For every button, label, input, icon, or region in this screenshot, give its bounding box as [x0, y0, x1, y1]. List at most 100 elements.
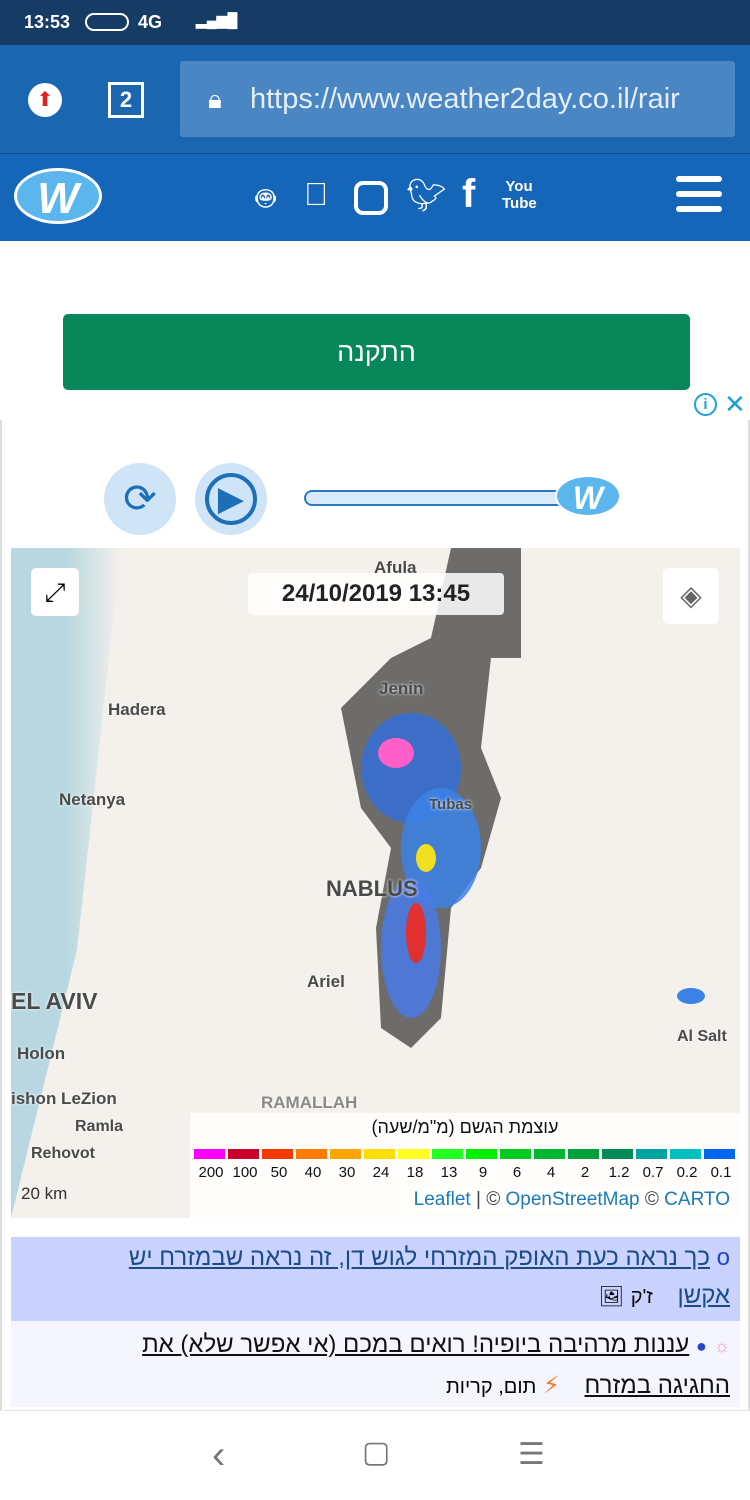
tabs-button[interactable]: 2: [108, 82, 144, 118]
legend-title: עוצמת הגשם (מ"מ/שעה): [371, 1117, 559, 1137]
leaflet-link[interactable]: Leaflet: [413, 1189, 471, 1210]
home-button[interactable]: ▢: [362, 1436, 391, 1469]
map-label: Tubas: [429, 796, 473, 813]
android-icon[interactable]: 🤖︎: [256, 180, 276, 216]
youtube-icon[interactable]: You Tube: [502, 178, 537, 212]
legend-swatch: [670, 1149, 701, 1159]
legend-swatch: [636, 1149, 667, 1159]
browser-toolbar: ⬆ 2 🔒︎ https://www.weather2day.co.il/rai…: [0, 45, 750, 153]
legend-level: 0.2: [676, 1164, 698, 1181]
url-bar[interactable]: 🔒︎ https://www.weather2day.co.il/rair: [180, 61, 735, 137]
clock: 13:53: [24, 12, 71, 32]
back-button[interactable]: ‹: [212, 1433, 226, 1477]
play-button[interactable]: ▶: [195, 463, 267, 535]
map-label: Netanya: [59, 790, 126, 809]
legend-level: 30: [338, 1164, 356, 1181]
separator: |: [475, 1189, 481, 1210]
radar-timestamp: 24/10/2019 13:45: [248, 573, 504, 615]
signal-icon: ▂▄▆█: [196, 12, 238, 28]
site-logo[interactable]: W: [14, 168, 102, 224]
battery-icon: [85, 13, 129, 31]
legend-swatch: [432, 1149, 463, 1159]
legend-swatch: [534, 1149, 565, 1159]
ad-info-icon[interactable]: i: [694, 393, 717, 416]
post-item: ☼ ● עננות מרהיבה ביופיה! רואים במכם (אי …: [11, 1321, 740, 1407]
url-text: https://www.weather2day.co.il/rair: [250, 83, 680, 115]
copyright: ©: [644, 1189, 659, 1210]
post-item: o כך נראה כעת האופק המזרחי לגוש דן, זה נ…: [11, 1237, 740, 1321]
post-link[interactable]: אקשן: [677, 1282, 731, 1309]
recents-button[interactable]: ☰: [518, 1438, 545, 1471]
sun-icon: ☼: [713, 1336, 731, 1356]
carto-link[interactable]: CARTO: [664, 1189, 730, 1210]
legend-level: 6: [512, 1164, 522, 1181]
map-label: EL AVIV: [11, 988, 98, 1014]
legend-level: 1.2: [608, 1164, 630, 1181]
map-label: Rehovot: [31, 1145, 95, 1162]
legend-swatch: [398, 1149, 429, 1159]
fullscreen-icon[interactable]: ⤢: [31, 568, 79, 616]
post-author: תום, קריות: [445, 1376, 537, 1398]
osm-link[interactable]: OpenStreetMap: [505, 1189, 640, 1210]
map-label: Al Salt: [677, 1028, 727, 1045]
refresh-button[interactable]: ⟳: [104, 463, 176, 535]
twitter-icon[interactable]: 🐦︎: [406, 177, 447, 213]
legend-level: 24: [372, 1164, 390, 1181]
site-header: W 🤖︎  🐦︎ f You Tube: [0, 153, 750, 241]
legend-level: 13: [440, 1164, 458, 1181]
posts-list: o כך נראה כעת האופק המזרחי לגוש דן, זה נ…: [11, 1237, 740, 1407]
status-bar: 13:53 4G ▂▄▆█: [0, 0, 750, 45]
instagram-icon[interactable]: [354, 181, 388, 215]
post-link[interactable]: עננות מרהיבה ביופיה! רואים במכם (אי אפשר…: [142, 1331, 690, 1358]
install-button[interactable]: התקנה: [63, 314, 690, 390]
layers-icon[interactable]: ◈: [663, 568, 719, 624]
map-label: ishon LeZion: [11, 1089, 117, 1108]
map-label: Afula: [374, 558, 417, 577]
legend-level: 0.1: [710, 1164, 732, 1181]
apple-icon[interactable]: : [304, 176, 328, 213]
lock-icon: 🔒︎: [208, 84, 222, 114]
bullet: o: [716, 1244, 730, 1271]
map-label: Holon: [17, 1044, 66, 1063]
legend-swatch: [602, 1149, 633, 1159]
legend-swatch: [704, 1149, 735, 1159]
network-label: 4G: [138, 12, 163, 32]
legend-level: 9: [478, 1164, 488, 1181]
upload-icon[interactable]: ⬆: [28, 83, 62, 117]
legend-level: 40: [304, 1164, 322, 1181]
legend-level: 4: [546, 1164, 556, 1181]
facebook-icon[interactable]: f: [462, 172, 476, 216]
map-label: Hadera: [108, 700, 166, 719]
map-label: Ariel: [307, 972, 345, 991]
legend-swatches: [194, 1146, 740, 1164]
radar-overlay: [341, 548, 705, 1048]
attribution: Leaflet | © OpenStreetMap © CARTO: [413, 1189, 730, 1211]
post-link[interactable]: כך נראה כעת האופק המזרחי לגוש דן, זה נרא…: [128, 1244, 710, 1271]
map-label: Ramla: [75, 1118, 124, 1135]
hamburger-menu-icon[interactable]: [676, 176, 722, 212]
lightning-icon: ⚡︎: [543, 1372, 560, 1399]
map-label: RAMALLAH: [261, 1093, 358, 1112]
post-author: ז'ק: [630, 1286, 653, 1308]
legend-swatch: [466, 1149, 497, 1159]
legend-swatch: [568, 1149, 599, 1159]
slider-handle[interactable]: W: [555, 475, 621, 517]
system-nav-bar: ‹ ▢ ☰: [0, 1410, 750, 1500]
post-link[interactable]: החגיגה במזרח: [584, 1372, 730, 1399]
legend-swatch: [194, 1149, 225, 1159]
ad-close-icon[interactable]: ✕: [724, 389, 746, 419]
time-slider[interactable]: [304, 490, 594, 506]
legend-swatch: [262, 1149, 293, 1159]
legend-level: 0.7: [642, 1164, 664, 1181]
copyright: ©: [486, 1189, 501, 1210]
legend-level: 100: [232, 1164, 258, 1181]
radar-widget: [0, 420, 750, 1410]
radar-map[interactable]: ⤢ 24/10/2019 13:45 ◈ Afula Jenin Hadera …: [11, 548, 740, 1218]
legend-swatch: [296, 1149, 327, 1159]
legend-level: 50: [270, 1164, 288, 1181]
scale-bar: 20 km: [21, 1184, 68, 1203]
map-label: Jenin: [379, 679, 424, 698]
legend-levels: 200 100 50 40 30 24 18 13 9 6 4 2 1.2 0.7 0.2 0.1: [194, 1164, 740, 1182]
legend-swatch: [500, 1149, 531, 1159]
image-icon[interactable]: 🖼︎: [598, 1286, 625, 1308]
